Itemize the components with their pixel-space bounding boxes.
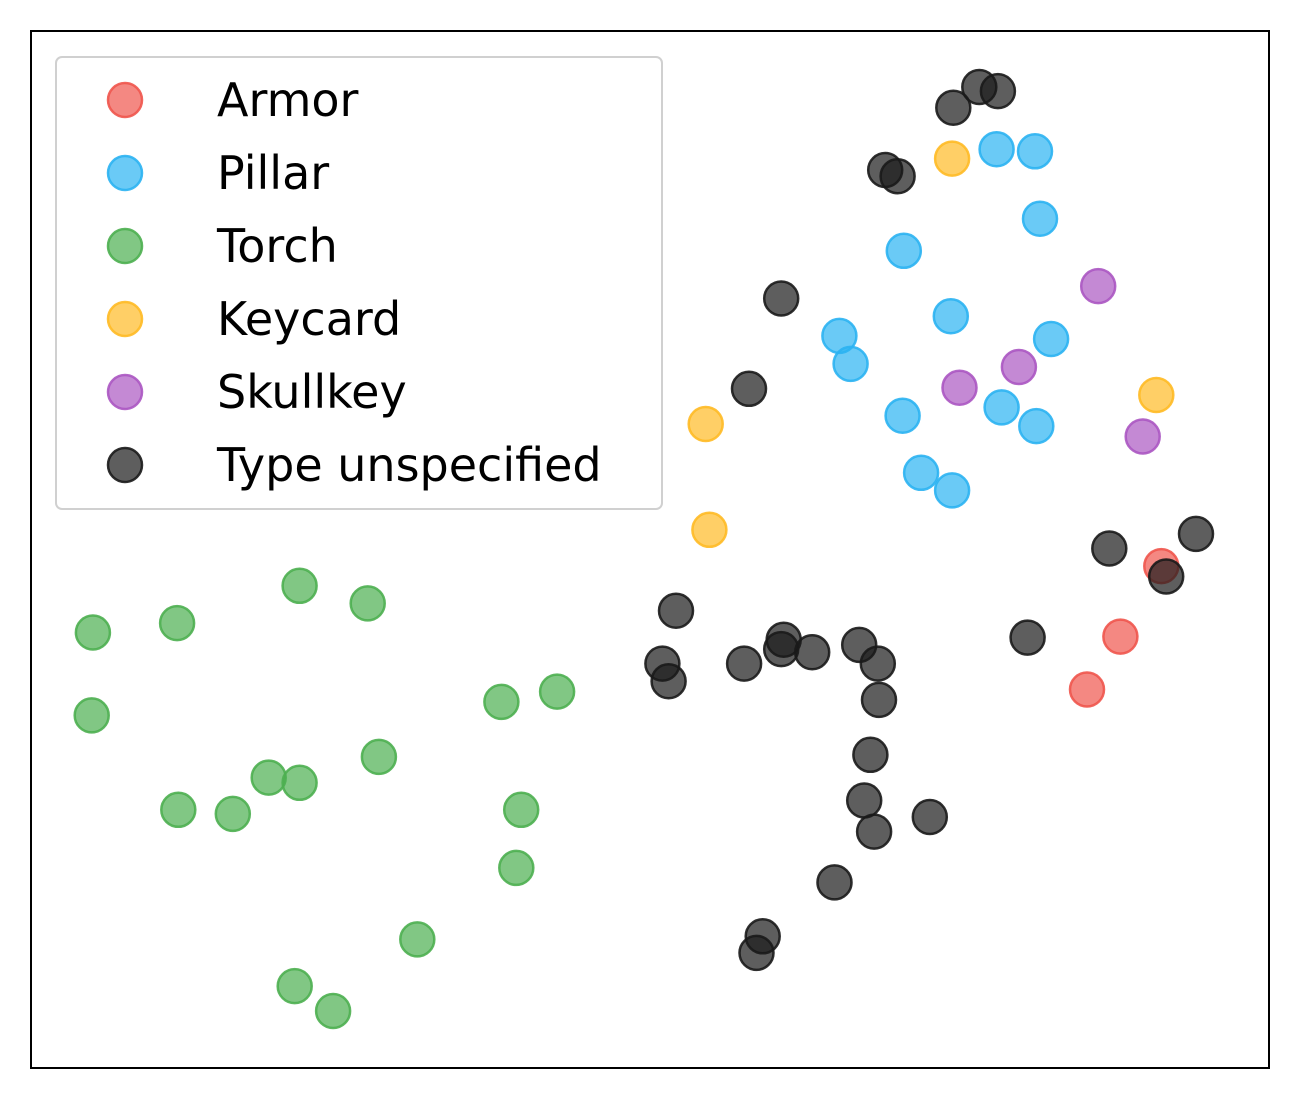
data-point (852, 736, 889, 774)
data-point (884, 397, 921, 434)
data-point (399, 921, 436, 958)
data-point (74, 614, 112, 651)
series-skullkey (941, 267, 1161, 455)
data-point (911, 798, 949, 836)
data-point (1000, 348, 1038, 386)
data-point (483, 683, 520, 721)
legend-label: Type unspecified (216, 438, 602, 492)
data-point (1124, 418, 1161, 455)
legend-label: Skullkey (217, 365, 407, 419)
data-point (1138, 376, 1175, 414)
series-keycard (687, 140, 1175, 549)
data-point (816, 864, 853, 901)
legend-label: Pillar (217, 146, 329, 200)
data-point (1016, 133, 1054, 170)
data-point (860, 681, 898, 719)
data-point (73, 697, 110, 734)
data-point (1068, 671, 1106, 708)
legend-label: Torch (216, 219, 338, 273)
data-point (832, 345, 869, 383)
data-point (1079, 267, 1117, 305)
data-point (933, 140, 971, 177)
legend-marker (106, 81, 144, 119)
data-point (730, 370, 768, 408)
data-point (502, 791, 540, 829)
data-point (983, 389, 1020, 426)
data-point (650, 662, 687, 700)
data-point (1091, 530, 1128, 567)
data-point (879, 157, 916, 195)
data-point (538, 673, 576, 710)
points-layer (73, 68, 1215, 1030)
data-point (932, 297, 970, 335)
data-point (762, 630, 800, 668)
plot-frame (30, 30, 1270, 1069)
data-point (691, 511, 728, 549)
data-point (1147, 558, 1185, 595)
data-point (859, 645, 897, 682)
data-point (1177, 515, 1215, 553)
legend-marker (106, 300, 144, 338)
data-point (281, 567, 318, 605)
data-point (687, 405, 724, 443)
data-point (933, 472, 971, 509)
legend-marker (106, 446, 144, 484)
data-point (979, 72, 1017, 110)
data-point (1021, 200, 1059, 237)
series-type-unspecified (644, 68, 1215, 972)
data-point (158, 604, 196, 642)
legend-marker (106, 227, 144, 265)
data-point (160, 791, 197, 829)
series-pillar (821, 130, 1070, 509)
data-point (349, 585, 386, 622)
legend-label: Armor (217, 73, 359, 127)
data-point (1032, 320, 1070, 358)
data-point (250, 759, 287, 796)
data-point (902, 454, 940, 492)
data-point (1009, 619, 1046, 656)
data-point (935, 89, 972, 126)
data-point (941, 369, 978, 406)
data-point (738, 934, 775, 972)
data-point (1018, 407, 1055, 445)
data-point (845, 782, 883, 819)
legend: Armor Pillar Torch Keycard Skullkey Type unsp… (55, 56, 663, 510)
legend-label: Keycard (217, 292, 401, 346)
data-point (978, 130, 1015, 168)
series-torch (73, 567, 576, 1030)
data-point (725, 645, 763, 682)
data-point (276, 967, 313, 1005)
data-point (314, 992, 352, 1030)
data-point (885, 232, 923, 270)
data-point (855, 813, 893, 850)
data-point (281, 764, 318, 802)
data-point (214, 795, 252, 833)
legend-box (55, 56, 663, 510)
data-point (762, 280, 800, 317)
legend-marker (106, 373, 144, 411)
data-point (498, 849, 535, 887)
data-point (360, 738, 398, 776)
data-point (793, 633, 831, 671)
data-point (657, 592, 695, 629)
legend-marker (106, 154, 144, 192)
data-point (1102, 618, 1139, 655)
